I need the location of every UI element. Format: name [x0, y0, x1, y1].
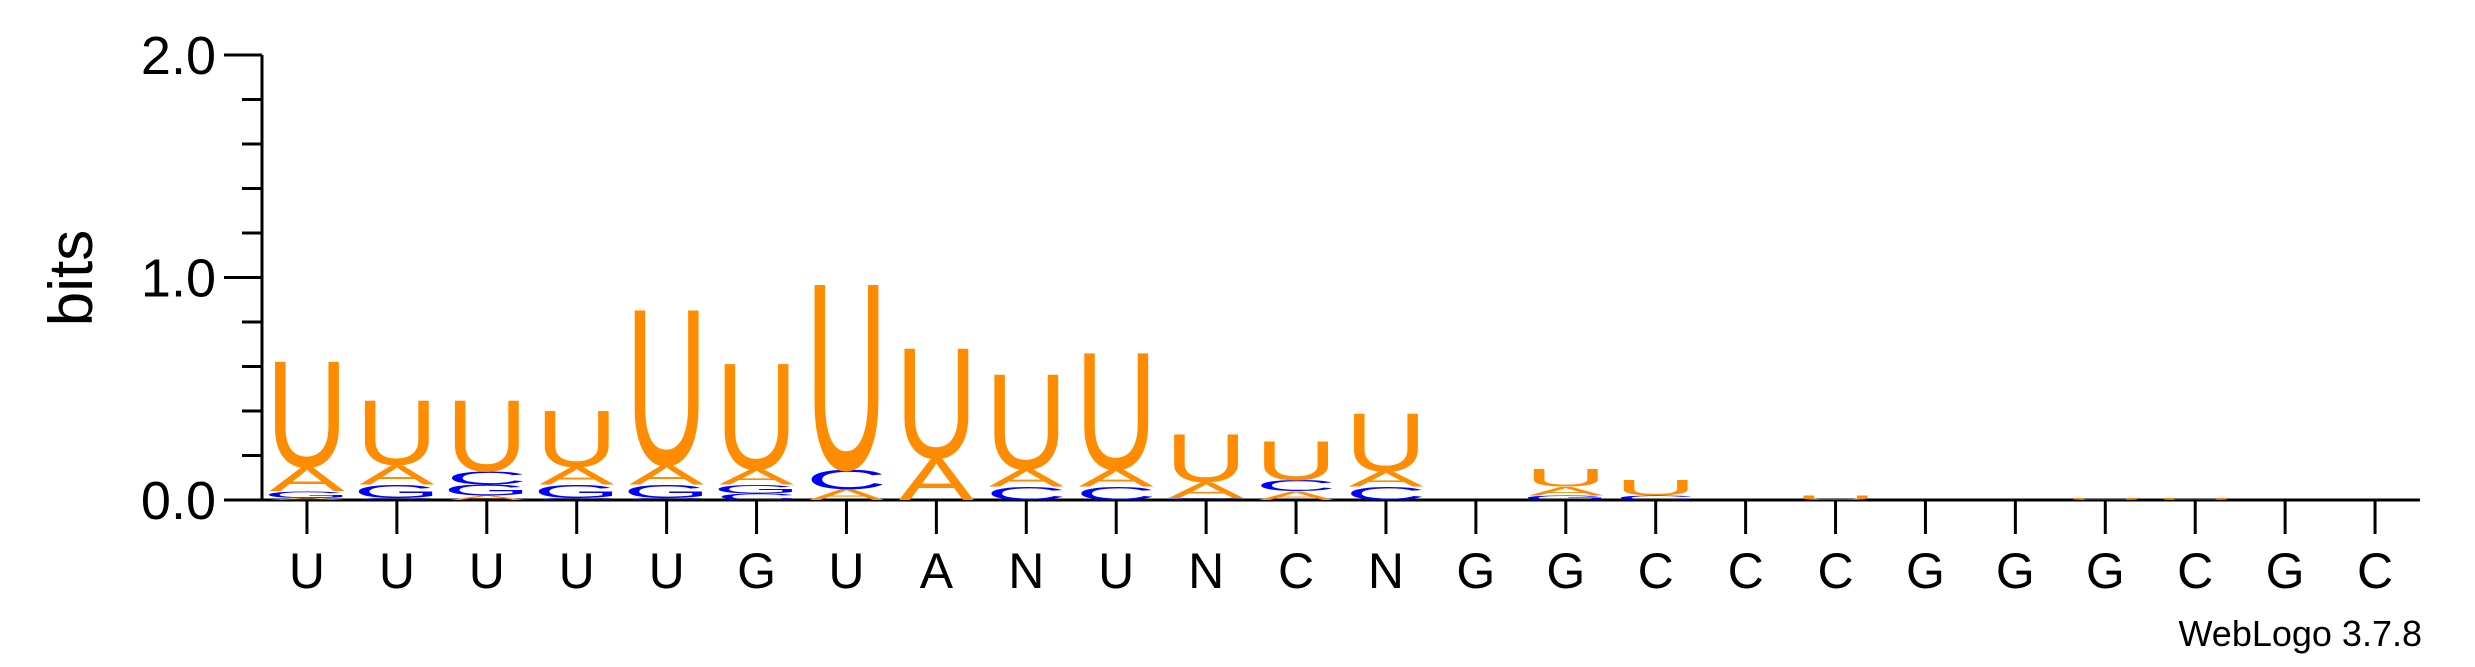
logo-letter: U	[1076, 318, 1157, 505]
logo-letter: U	[266, 330, 347, 500]
logo-column: CGAU	[623, 262, 710, 512]
logo-column: ACU	[1255, 430, 1336, 503]
y-axis: 0.0 1.0 2.0	[141, 26, 262, 531]
y-tick-label: 1.0	[141, 249, 216, 309]
x-tick-label: G	[1996, 543, 2035, 599]
x-tick-label: G	[2086, 543, 2125, 599]
logo-letter: U	[2155, 497, 2236, 500]
logo-column: CAU	[1166, 420, 1247, 502]
logo-letter: U	[806, 228, 887, 527]
logo-letter: U	[2065, 497, 2146, 500]
x-tick-label: G	[1546, 543, 1585, 599]
x-tick-label: C	[2357, 543, 2393, 599]
x-axis: UUUUUGUANUNCNGGCCCGGGCGC	[262, 500, 2420, 599]
y-tick-label: 2.0	[141, 26, 216, 86]
logo-letter: U	[1615, 476, 1696, 500]
logo-column: CAU	[1345, 396, 1426, 504]
logo-column: ACU	[806, 228, 887, 527]
logo-letter: U	[446, 379, 527, 493]
x-tick-label: A	[920, 543, 954, 599]
logo-letter: U	[896, 316, 977, 492]
x-tick-label: C	[2177, 543, 2213, 599]
logo-column: AU	[896, 316, 977, 513]
logo-letter: U	[1795, 494, 1876, 501]
logo-letter: U	[1166, 420, 1247, 496]
logo-column: U	[2155, 497, 2236, 500]
x-tick-label: C	[1817, 543, 1853, 599]
logo-letter: U	[986, 345, 1067, 498]
logo-letter: U	[1345, 396, 1426, 490]
x-tick-label: G	[1456, 543, 1495, 599]
logo-letter: U	[1525, 464, 1606, 492]
x-tick-label: C	[1638, 543, 1674, 599]
x-tick-label: N	[1008, 543, 1044, 599]
x-tick-label: G	[2266, 543, 2305, 599]
logo-stacks: AGAUCGAUAGCUCGAUCGAUCGAUACUAUCAUCAUCAUAC…	[263, 228, 2236, 527]
x-tick-label: U	[1098, 543, 1134, 599]
y-tick-label: 0.0	[141, 471, 216, 531]
logo-column: U	[1795, 494, 1876, 501]
logo-letter: U	[356, 380, 437, 484]
logo-column: AGCU	[443, 379, 530, 502]
y-axis-label: bits	[37, 230, 106, 326]
logo-letter: U	[716, 332, 797, 502]
x-tick-label: C	[1278, 543, 1314, 599]
logo-column: CGAU	[713, 332, 800, 502]
x-tick-label: U	[289, 543, 325, 599]
logo-column: AGAU	[263, 330, 350, 501]
logo-column: U	[2065, 497, 2146, 500]
x-tick-label: G	[1906, 543, 1945, 599]
logo-column: CGAU	[533, 393, 620, 502]
logo-column: CGAU	[353, 380, 440, 502]
x-tick-label: U	[828, 543, 864, 599]
x-tick-label: N	[1368, 543, 1404, 599]
x-tick-label: C	[1728, 543, 1764, 599]
x-tick-label: G	[737, 543, 776, 599]
logo-column: CAU	[1076, 318, 1157, 505]
x-tick-label: U	[649, 543, 685, 599]
logo-column: CU	[1615, 476, 1696, 501]
logo-letter: U	[626, 262, 707, 512]
weblogo-credit: WebLogo 3.7.8	[2178, 613, 2422, 654]
x-tick-label: U	[379, 543, 415, 599]
logo-column: GAU	[1522, 464, 1609, 501]
logo-letter: U	[1255, 430, 1336, 492]
logo-letter: U	[536, 393, 617, 484]
x-tick-label: U	[559, 543, 595, 599]
x-tick-label: U	[469, 543, 505, 599]
x-tick-label: N	[1188, 543, 1224, 599]
logo-column: CAU	[986, 345, 1067, 504]
